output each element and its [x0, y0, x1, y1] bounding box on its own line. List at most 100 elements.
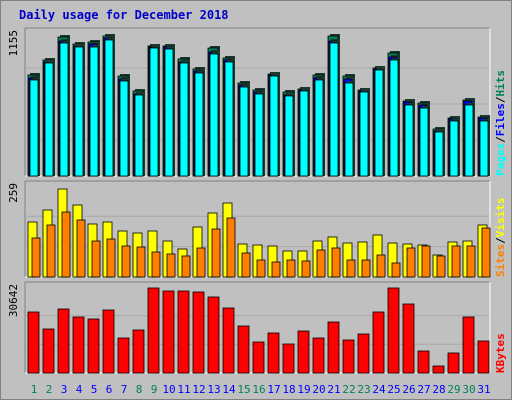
day-label-17: 17 — [267, 383, 280, 396]
bar-pages-day-5 — [89, 46, 99, 177]
bar-sites-day-3 — [61, 211, 71, 278]
bar-sites-day-15 — [241, 252, 251, 278]
day-label-16: 16 — [252, 383, 265, 396]
legend-separator: / — [494, 237, 507, 244]
bar-sites-day-23 — [361, 259, 371, 278]
bar-sites-day-18 — [286, 259, 296, 278]
day-label-5: 5 — [91, 383, 98, 396]
bar-pages-day-13 — [209, 53, 219, 177]
day-label-7: 7 — [121, 383, 128, 396]
bar-pages-day-2 — [44, 62, 54, 177]
bar-sites-day-6 — [106, 238, 116, 278]
bar-pages-day-9 — [149, 47, 159, 177]
bar-kbytes-day-25 — [387, 287, 400, 374]
bar-sites-day-27 — [421, 245, 431, 278]
bar-pages-day-26 — [404, 104, 414, 177]
bar-sites-day-2 — [46, 224, 56, 278]
bar-sites-day-28 — [436, 255, 446, 278]
bar-kbytes-day-31 — [477, 340, 490, 374]
day-label-20: 20 — [312, 383, 325, 396]
bar-kbytes-day-16 — [252, 341, 265, 374]
bar-kbytes-day-2 — [42, 328, 55, 374]
bar-kbytes-day-28 — [432, 365, 445, 374]
bar-kbytes-day-12 — [192, 291, 205, 374]
bar-sites-day-12 — [196, 247, 206, 278]
bar-kbytes-day-8 — [132, 329, 145, 374]
legend-visits: Visits — [494, 198, 507, 238]
bar-sites-day-11 — [181, 255, 191, 278]
bar-pages-day-23 — [359, 91, 369, 177]
bar-kbytes-day-18 — [282, 343, 295, 374]
bar-pages-day-25 — [389, 59, 399, 177]
y-max-label: 1155 — [7, 30, 20, 57]
bar-kbytes-day-29 — [447, 352, 460, 374]
day-label-19: 19 — [297, 383, 310, 396]
bar-sites-day-17 — [271, 261, 281, 278]
bar-kbytes-day-10 — [162, 290, 175, 374]
bar-pages-day-16 — [254, 93, 264, 177]
bar-pages-day-17 — [269, 75, 279, 177]
legend-kbytes: KBytes — [494, 333, 507, 373]
bar-kbytes-day-24 — [372, 311, 385, 374]
bar-pages-day-3 — [59, 42, 69, 177]
bar-sites-day-7 — [121, 245, 131, 278]
bar-pages-day-21 — [329, 42, 339, 177]
legend-hits: Hits — [494, 70, 507, 97]
bar-pages-day-19 — [299, 90, 309, 177]
series-legend-kbytes: KBytes — [494, 333, 507, 373]
day-labels: 1 2 3 4 5 6 7 8 9 10 11 12 13 14 15 16 17 18 19 20 21 22 23 24 2… — [31, 383, 491, 396]
bar-sites-day-5 — [91, 240, 101, 278]
day-label-9: 9 — [151, 383, 158, 396]
bar-kbytes-day-20 — [312, 337, 325, 374]
bar-sites-day-21 — [331, 247, 341, 278]
day-label-13: 13 — [207, 383, 220, 396]
bar-pages-day-24 — [374, 69, 384, 177]
day-label-10: 10 — [162, 383, 175, 396]
day-label-29: 29 — [447, 383, 460, 396]
chart-bars — [27, 34, 491, 374]
legend-pages: Pages — [494, 143, 507, 176]
bar-kbytes-day-21 — [327, 321, 340, 374]
day-label-24: 24 — [372, 383, 386, 396]
day-label-4: 4 — [76, 383, 83, 396]
bar-sites-day-31 — [481, 227, 491, 278]
y-max-label: 259 — [7, 183, 20, 203]
day-label-14: 14 — [222, 383, 236, 396]
day-label-25: 25 — [387, 383, 400, 396]
bar-sites-day-16 — [256, 259, 266, 278]
day-label-12: 12 — [192, 383, 205, 396]
day-label-21: 21 — [327, 383, 340, 396]
bar-pages-day-27 — [419, 107, 429, 177]
bar-sites-day-29 — [451, 245, 461, 278]
bar-sites-day-14 — [226, 217, 236, 278]
bar-kbytes-day-17 — [267, 332, 280, 374]
bar-pages-day-22 — [344, 82, 354, 177]
legend-separator: / — [494, 136, 507, 143]
bar-pages-day-6 — [104, 39, 114, 177]
bar-pages-day-28 — [434, 131, 444, 177]
bar-sites-day-20 — [316, 249, 326, 278]
bar-sites-day-13 — [211, 228, 221, 278]
day-label-3: 3 — [61, 383, 68, 396]
y-axis-labels: 1155 259 30642 — [7, 30, 20, 317]
bar-kbytes-day-26 — [402, 303, 415, 374]
series-legend-hits-files-pages: Pages/Files/Hits — [494, 70, 507, 176]
bar-pages-day-29 — [449, 120, 459, 177]
bar-kbytes-day-15 — [237, 325, 250, 374]
bar-pages-day-8 — [134, 94, 144, 177]
day-label-28: 28 — [432, 383, 445, 396]
bar-kbytes-day-9 — [147, 287, 160, 374]
bar-sites-day-9 — [151, 251, 161, 278]
bar-pages-day-15 — [239, 86, 249, 177]
bar-kbytes-day-1 — [27, 311, 40, 374]
bar-kbytes-day-19 — [297, 330, 310, 374]
bar-sites-day-19 — [301, 260, 311, 278]
bar-kbytes-day-14 — [222, 307, 235, 374]
day-label-18: 18 — [282, 383, 295, 396]
legend-separator: / — [494, 96, 507, 103]
bar-kbytes-day-6 — [102, 309, 115, 374]
bar-kbytes-day-4 — [72, 316, 85, 374]
bar-kbytes-day-13 — [207, 296, 220, 374]
day-label-31: 31 — [477, 383, 490, 396]
